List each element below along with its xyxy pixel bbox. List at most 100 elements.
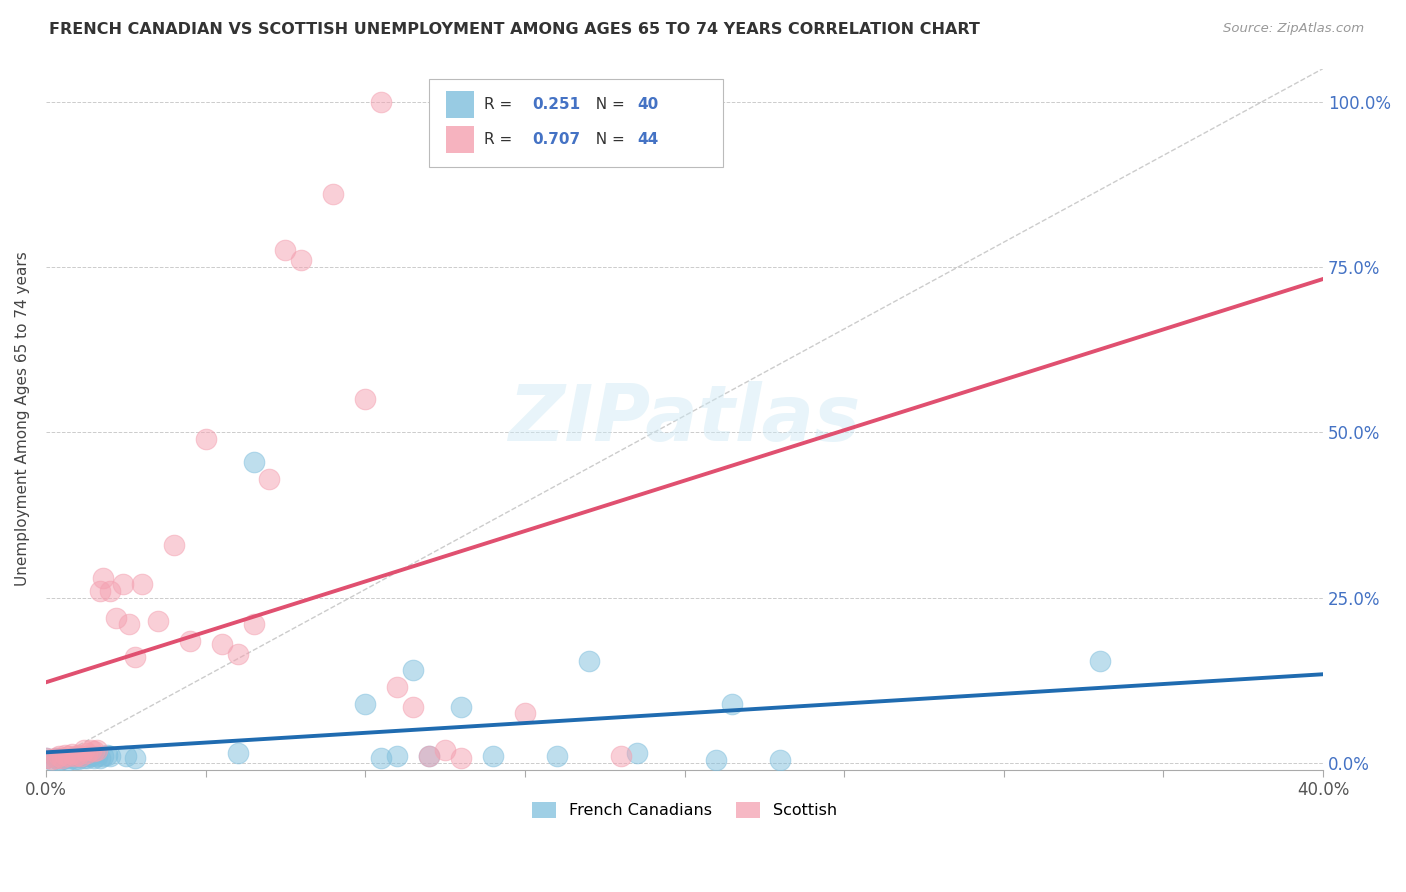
Point <box>124 750 146 764</box>
Point <box>63 749 86 764</box>
Point <box>721 697 744 711</box>
Point <box>706 753 728 767</box>
Point <box>51 752 73 766</box>
Point <box>45 750 67 764</box>
Point <box>93 571 115 585</box>
Point <box>66 752 89 766</box>
Point <box>1088 653 1111 667</box>
Point <box>111 577 134 591</box>
Text: 40: 40 <box>637 96 658 112</box>
Point <box>513 706 536 721</box>
Point <box>385 749 408 764</box>
Point <box>66 748 89 763</box>
Text: R =: R = <box>484 96 517 112</box>
Text: N =: N = <box>586 132 630 147</box>
Point <box>769 753 792 767</box>
Point <box>70 749 93 764</box>
Point <box>86 743 108 757</box>
Text: 0.251: 0.251 <box>533 96 581 112</box>
Point <box>41 752 63 766</box>
Point <box>163 538 186 552</box>
Point <box>58 749 80 764</box>
Point <box>35 750 58 764</box>
Text: 44: 44 <box>637 132 658 147</box>
Text: Source: ZipAtlas.com: Source: ZipAtlas.com <box>1223 22 1364 36</box>
Point <box>322 187 344 202</box>
Point <box>114 749 136 764</box>
FancyBboxPatch shape <box>446 91 474 118</box>
Point <box>124 650 146 665</box>
Point <box>98 584 121 599</box>
Point <box>89 584 111 599</box>
Point <box>76 750 98 764</box>
Point <box>146 614 169 628</box>
Point <box>354 392 377 407</box>
Point <box>434 743 457 757</box>
Point <box>66 749 89 764</box>
Point <box>370 95 392 109</box>
Point <box>274 244 297 258</box>
Point <box>83 751 105 765</box>
Point <box>609 749 631 764</box>
Point <box>242 455 264 469</box>
Point <box>79 749 101 764</box>
Point <box>79 743 101 757</box>
Point <box>370 750 392 764</box>
Point <box>89 750 111 764</box>
Point <box>73 749 96 764</box>
FancyBboxPatch shape <box>429 79 723 167</box>
Point <box>53 750 76 764</box>
Point <box>98 749 121 764</box>
Point <box>60 750 83 764</box>
Point <box>51 750 73 764</box>
Point <box>83 744 105 758</box>
Point <box>86 749 108 764</box>
Point <box>418 749 440 764</box>
Point <box>70 749 93 764</box>
Point <box>450 750 472 764</box>
Point <box>105 610 128 624</box>
Point <box>58 753 80 767</box>
Point <box>35 750 58 764</box>
Point <box>242 617 264 632</box>
Text: ZIPatlas: ZIPatlas <box>509 381 860 457</box>
Point <box>402 664 425 678</box>
Point <box>450 699 472 714</box>
Point <box>211 637 233 651</box>
Point <box>578 653 600 667</box>
Point <box>385 680 408 694</box>
Point <box>118 617 141 632</box>
Point <box>402 699 425 714</box>
Point <box>626 746 648 760</box>
Point <box>418 749 440 764</box>
Point <box>226 746 249 760</box>
Y-axis label: Unemployment Among Ages 65 to 74 years: Unemployment Among Ages 65 to 74 years <box>15 252 30 586</box>
Point <box>482 749 505 764</box>
Point <box>48 753 70 767</box>
Point <box>73 751 96 765</box>
Text: FRENCH CANADIAN VS SCOTTISH UNEMPLOYMENT AMONG AGES 65 TO 74 YEARS CORRELATION C: FRENCH CANADIAN VS SCOTTISH UNEMPLOYMENT… <box>49 22 980 37</box>
Text: N =: N = <box>586 96 630 112</box>
Point <box>76 746 98 760</box>
Point <box>41 753 63 767</box>
Point <box>226 647 249 661</box>
Point <box>93 749 115 764</box>
Point <box>63 752 86 766</box>
Text: R =: R = <box>484 132 517 147</box>
Point <box>73 743 96 757</box>
Point <box>546 749 568 764</box>
Point <box>96 748 118 763</box>
Point <box>259 472 281 486</box>
Point <box>354 697 377 711</box>
FancyBboxPatch shape <box>446 126 474 153</box>
Point <box>179 633 201 648</box>
Point <box>194 432 217 446</box>
Point <box>53 748 76 763</box>
Point <box>131 577 153 591</box>
Point <box>60 747 83 761</box>
Point <box>48 749 70 764</box>
Point <box>290 253 312 268</box>
Point <box>45 750 67 764</box>
Legend: French Canadians, Scottish: French Canadians, Scottish <box>526 796 844 825</box>
Text: 0.707: 0.707 <box>533 132 581 147</box>
